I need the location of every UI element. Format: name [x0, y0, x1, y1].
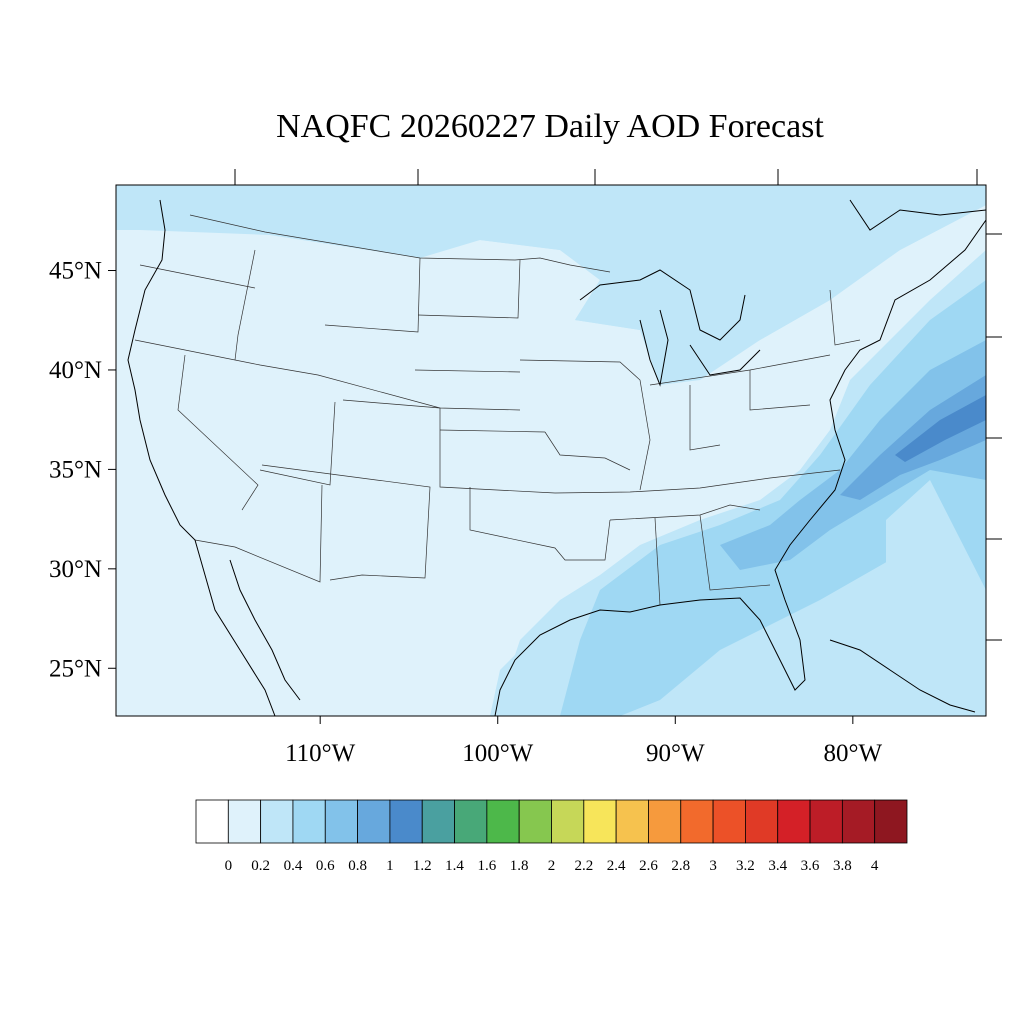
lat-tick-label: 30°N — [49, 556, 102, 583]
colorbar-label: 2.6 — [639, 858, 658, 874]
lon-tick-label: 80°W — [824, 740, 883, 767]
colorbar: 0 0.2 0.4 0.6 0.8 1 1.2 1.4 1.6 1.8 2 2.2 2.4 2.6 2.8 3… — [195, 799, 908, 874]
colorbar-swatch — [777, 799, 811, 844]
lat-tick-label: 40°N — [49, 357, 102, 384]
coastlines — [127, 199, 986, 716]
colorbar-label: 1.6 — [477, 858, 496, 874]
colorbar-label: 3.8 — [833, 858, 852, 874]
colorbar-label: 0.4 — [284, 858, 303, 874]
colorbar-swatch — [551, 799, 585, 844]
colorbar-swatch — [712, 799, 746, 844]
aod-plume-region — [560, 280, 986, 716]
colorbar-swatch — [841, 799, 876, 844]
aod-low-region — [116, 205, 986, 716]
colorbar-swatch — [389, 799, 423, 844]
lat-tick-label: 45°N — [49, 258, 102, 285]
colorbar-swatch — [518, 799, 552, 844]
lon-tick-label: 110°W — [285, 740, 356, 767]
colorbar-swatch — [583, 799, 617, 844]
colorbar-swatch — [486, 799, 520, 844]
aod-field — [116, 185, 986, 716]
colorbar-swatch — [421, 799, 455, 844]
colorbar-label: 3.4 — [768, 858, 787, 874]
colorbar-label: 2 — [548, 858, 556, 874]
colorbar-swatch — [809, 799, 843, 844]
colorbar-swatch — [227, 799, 262, 844]
colorbar-swatch — [357, 799, 391, 844]
lon-tick-label: 100°W — [462, 740, 533, 767]
colorbar-label: 3 — [709, 858, 717, 874]
colorbar-label: 0.8 — [348, 858, 367, 874]
colorbar-swatch — [195, 799, 229, 844]
colorbar-label: 2.2 — [574, 858, 593, 874]
colorbar-swatch — [745, 799, 779, 844]
colorbar-swatch — [454, 799, 488, 844]
map-frame — [115, 184, 987, 717]
colorbar-swatch — [260, 799, 294, 844]
colorbar-swatch — [615, 799, 649, 844]
lat-tick-label: 25°N — [49, 655, 102, 682]
colorbar-label: 2.8 — [671, 858, 690, 874]
colorbar-label: 2.4 — [607, 858, 626, 874]
colorbar-label: 0.2 — [251, 858, 270, 874]
colorbar-swatch — [874, 799, 908, 844]
longitude-axis: 110°W 100°W 90°W 80°W — [234, 169, 978, 767]
colorbar-label: 1 — [386, 858, 394, 874]
colorbar-label: 1.4 — [445, 858, 464, 874]
colorbar-swatch — [292, 799, 326, 844]
latitude-axis: 45°N 40°N 35°N 30°N 25°N — [49, 233, 1002, 682]
colorbar-label: 4 — [871, 858, 879, 874]
lat-tick-label: 35°N — [49, 456, 102, 483]
colorbar-label: 0 — [225, 858, 233, 874]
colorbar-label: 1.8 — [510, 858, 529, 874]
state-boundaries — [134, 214, 861, 606]
colorbar-swatch — [324, 799, 358, 844]
colorbar-swatch — [648, 799, 682, 844]
colorbar-label: 3.2 — [736, 858, 755, 874]
colorbar-swatch — [680, 799, 714, 844]
colorbar-label: 3.6 — [801, 858, 820, 874]
lon-tick-label: 90°W — [646, 740, 705, 767]
colorbar-label: 1.2 — [413, 858, 432, 874]
colorbar-label: 0.6 — [316, 858, 335, 874]
chart-title: NAQFC 20260227 Daily AOD Forecast — [276, 108, 824, 145]
